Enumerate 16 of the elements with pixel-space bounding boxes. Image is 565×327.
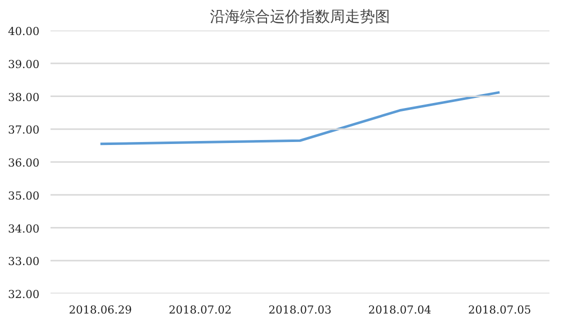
y-tick-label: 38.00 <box>8 90 40 104</box>
y-tick-label: 39.00 <box>8 58 40 71</box>
y-tick-label: 36.00 <box>8 156 40 170</box>
line-series <box>99 91 501 146</box>
x-tick-label: 2018.07.05 <box>468 304 532 316</box>
y-tick-label: 35.00 <box>8 189 40 202</box>
y-tick-label: 34.00 <box>8 222 40 236</box>
chart-title: 沿海综合运价指数周走势图 <box>210 8 390 26</box>
y-tick-label: 40.00 <box>8 25 40 38</box>
x-tick-label: 2018.06.29 <box>68 304 132 316</box>
x-tick-label: 2018.07.04 <box>368 304 432 316</box>
x-tick-label: 2018.07.02 <box>168 304 232 316</box>
y-tick-label: 37.00 <box>8 124 40 137</box>
y-tick-label: 33.00 <box>8 255 40 268</box>
x-tick-label: 2018.07.03 <box>268 304 332 316</box>
y-tick-label: 32.00 <box>8 288 40 301</box>
